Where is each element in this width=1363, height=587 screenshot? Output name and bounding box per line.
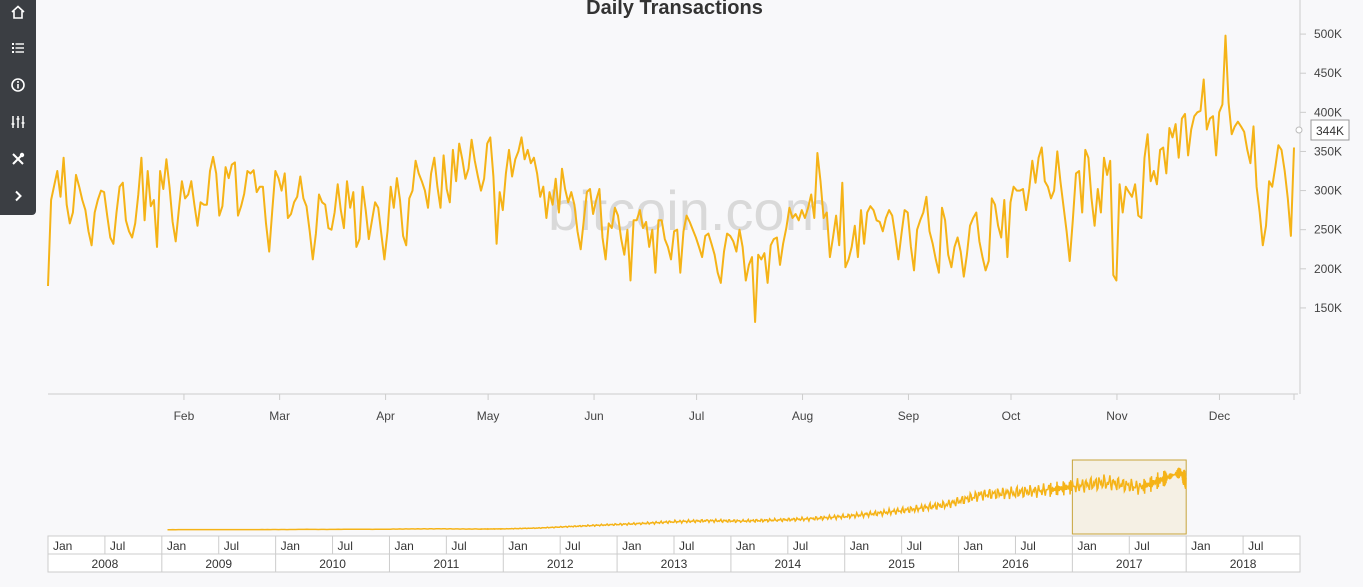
navigator-half-label: Jan [1077, 539, 1096, 553]
y-tick-label: 150K [1314, 301, 1342, 315]
home-icon [11, 5, 25, 19]
sliders-icon [11, 116, 25, 128]
y-tick-label: 500K [1314, 27, 1342, 41]
crosshair-label: 344K [1316, 124, 1344, 138]
navigator-half-label: Jan [1191, 539, 1210, 553]
navigator-year-label: 2014 [774, 557, 801, 571]
navigator-half-label: Jul [224, 539, 239, 553]
navigator-half-label: Jul [338, 539, 353, 553]
navigator-year-label: 2013 [661, 557, 688, 571]
navigator-half-label: Jan [736, 539, 755, 553]
sidebar [0, 0, 36, 215]
navigator-half-label: Jul [110, 539, 125, 553]
navigator-half-label: Jul [793, 539, 808, 553]
navigator-year-label: 2017 [1116, 557, 1143, 571]
watermark: bitcoin.com [548, 179, 831, 242]
navigator-half-label: Jul [565, 539, 580, 553]
navigator-year-label: 2011 [433, 557, 459, 571]
x-tick-label: Oct [1002, 409, 1021, 423]
x-tick-label: Sep [898, 409, 920, 423]
navigator-half-label: Jul [1248, 539, 1263, 553]
tools-button[interactable] [0, 141, 36, 177]
y-tick-label: 450K [1314, 66, 1342, 80]
x-tick-label: Mar [269, 409, 290, 423]
navigator-year-label: 2016 [1002, 557, 1029, 571]
settings-button[interactable] [0, 104, 36, 140]
navigator-half-label: Jan [394, 539, 413, 553]
navigator-year-label: 2012 [547, 557, 574, 571]
tools-icon [12, 152, 25, 165]
navigator-half-label: Jul [907, 539, 922, 553]
navigator-half-label: Jan [53, 539, 72, 553]
x-tick-label: Aug [792, 409, 813, 423]
crosshair-marker [1295, 126, 1303, 134]
navigator-half-label: Jul [451, 539, 466, 553]
navigator-half-label: Jan [850, 539, 869, 553]
y-tick-label: 400K [1314, 105, 1342, 119]
navigator-half-label: Jan [964, 539, 983, 553]
y-tick-label: 250K [1314, 223, 1342, 237]
navigator-year-label: 2008 [92, 557, 119, 571]
x-tick-label: Jul [689, 409, 704, 423]
x-tick-label: Dec [1209, 409, 1230, 423]
navigator-series-line [167, 467, 1187, 531]
info-button[interactable] [0, 67, 36, 103]
list-button[interactable] [0, 30, 36, 66]
x-tick-label: May [477, 409, 500, 423]
x-tick-label: Nov [1106, 409, 1127, 423]
y-tick-label: 200K [1314, 262, 1342, 276]
navigator-half-label: Jan [622, 539, 641, 553]
expand-button[interactable] [0, 178, 36, 214]
chevron-right-icon [15, 190, 22, 202]
y-tick-label: 300K [1314, 184, 1342, 198]
x-tick-label: Jun [584, 409, 603, 423]
main-axes: 150K 200K 250K 300K 350K 400K 450K 500K Feb Mar Ap… [48, 0, 1342, 423]
navigator-half-label: Jul [679, 539, 694, 553]
main-series [47, 34, 1295, 323]
series-line-daily-transactions [47, 34, 1295, 323]
list-icon [12, 43, 24, 53]
navigator-half-label: Jul [1020, 539, 1035, 553]
home-button[interactable] [0, 0, 36, 30]
navigator-half-label: Jan [167, 539, 186, 553]
crosshair-label-box [1310, 119, 1350, 141]
navigator-half-label: Jul [1134, 539, 1149, 553]
x-tick-label: Apr [376, 409, 395, 423]
navigator-year-label: 2018 [1230, 557, 1257, 571]
navigator[interactable]: 2008 Jan Jul 2009 Jan Jul 2010 Jan Jul 2011 Jan Jul… [47, 459, 1301, 573]
navigator-year-label: 2015 [888, 557, 915, 571]
navigator-half-label: Jan [281, 539, 300, 553]
navigator-year-label: 2010 [319, 557, 346, 571]
chart-title: Daily Transactions [586, 0, 763, 19]
navigator-selection[interactable] [1071, 459, 1187, 535]
info-icon [11, 78, 25, 92]
y-tick-label: 350K [1314, 144, 1342, 158]
navigator-half-label: Jan [508, 539, 527, 553]
navigator-year-label: 2009 [205, 557, 232, 571]
crosshair: 344K [1295, 119, 1350, 141]
x-tick-label: Feb [174, 409, 195, 423]
